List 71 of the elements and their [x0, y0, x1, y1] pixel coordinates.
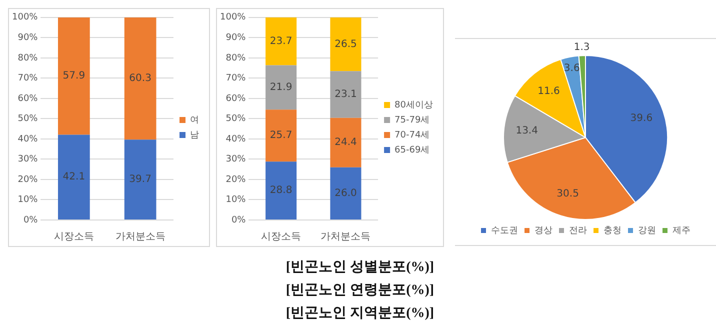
- y-tick-label: 20%: [18, 174, 38, 185]
- data-label: 26.5: [334, 38, 357, 50]
- y-tick-label: 80%: [226, 53, 246, 64]
- x-tick-label: 가처분소득: [320, 232, 371, 243]
- data-label: 26.0: [334, 188, 357, 200]
- legend-label: 수도권: [491, 226, 518, 236]
- bar: [266, 110, 297, 162]
- legend-label: 75-79세: [394, 115, 430, 126]
- y-tick-label: 60%: [18, 94, 38, 104]
- y-tick-label: 90%: [226, 33, 246, 44]
- legend-label: 충청: [604, 226, 622, 236]
- bar: [266, 162, 297, 220]
- y-tick-label: 60%: [226, 94, 246, 104]
- y-tick-label: 100%: [12, 12, 38, 23]
- bar: [124, 140, 156, 220]
- data-label: 60.3: [129, 73, 152, 84]
- legend-label: 80세이상: [394, 100, 433, 110]
- y-tick-label: 70%: [226, 74, 246, 84]
- y-tick-label: 0%: [231, 215, 246, 226]
- y-tick-label: 80%: [18, 53, 38, 64]
- data-label: 25.7: [270, 130, 292, 142]
- bar: [124, 17, 156, 140]
- y-tick-label: 30%: [226, 154, 246, 165]
- legend-label: 70-74세: [394, 130, 430, 140]
- data-label: 42.1: [62, 172, 86, 183]
- data-label: 3.6: [564, 62, 580, 74]
- y-tick-label: 0%: [23, 215, 38, 226]
- bar: [330, 118, 362, 168]
- data-label: 28.8: [270, 185, 292, 196]
- legend-label: 여: [190, 115, 199, 126]
- data-label: 39.7: [129, 174, 152, 186]
- x-tick-label: 시장소득: [261, 232, 302, 243]
- data-label: 13.4: [516, 125, 538, 136]
- data-label: 39.6: [630, 113, 653, 124]
- bar: [266, 65, 297, 110]
- bar: [266, 17, 297, 66]
- y-tick-label: 70%: [18, 74, 38, 84]
- data-label: 30.5: [556, 188, 579, 200]
- legend-label: 강원: [638, 226, 656, 236]
- legend-label: 전라: [569, 226, 587, 236]
- text: [빈곤노인 지역분포(%)]: [284, 305, 436, 323]
- bar: [58, 134, 90, 220]
- legend-label: 남: [190, 130, 199, 140]
- data-label: 24.4: [334, 137, 357, 148]
- bar: [330, 167, 362, 220]
- data-label: 23.7: [270, 36, 292, 47]
- bar: [330, 17, 362, 72]
- y-tick-label: 20%: [226, 174, 246, 185]
- y-tick-label: 10%: [18, 195, 38, 206]
- y-tick-label: 50%: [18, 114, 38, 124]
- text: [빈곤노인 연령분포(%)]: [284, 282, 436, 300]
- legend-label: 65-69세: [394, 145, 430, 156]
- y-tick-label: 10%: [226, 195, 246, 206]
- x-tick-label: 가처분소득: [115, 232, 166, 243]
- legend-label: 경상: [534, 226, 552, 236]
- data-label: 1.3: [574, 42, 590, 53]
- y-tick-label: 50%: [226, 114, 246, 124]
- x-tick-label: 시장소득: [54, 232, 94, 243]
- y-tick-label: 100%: [220, 12, 246, 23]
- text: [빈곤노인 성별분포(%)]: [284, 259, 436, 277]
- bar: [58, 17, 90, 135]
- bar: [330, 71, 362, 118]
- y-tick-label: 40%: [226, 134, 246, 144]
- data-label: 57.9: [62, 70, 86, 82]
- data-label: 11.6: [538, 86, 560, 97]
- y-tick-label: 90%: [18, 33, 38, 44]
- y-tick-label: 30%: [18, 154, 38, 165]
- y-tick-label: 40%: [18, 134, 38, 144]
- legend-label: 제주: [672, 226, 690, 236]
- data-label: 23.1: [334, 89, 357, 100]
- data-label: 21.9: [270, 82, 292, 93]
